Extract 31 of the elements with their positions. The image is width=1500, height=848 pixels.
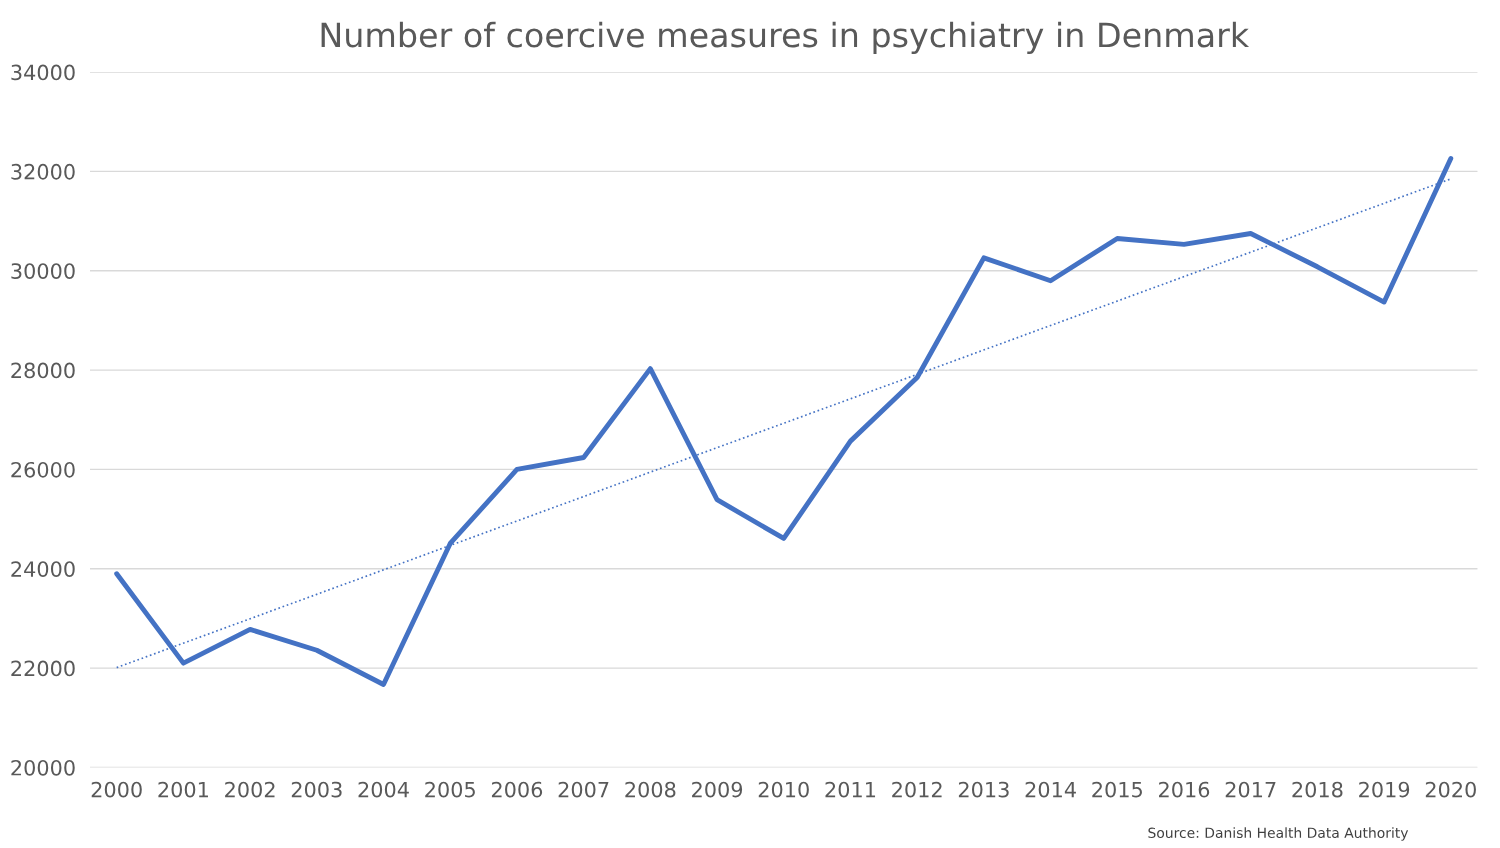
- y-tick-label: 30000: [11, 263, 75, 279]
- y-tick-label: 20000: [11, 759, 75, 776]
- x-tick-label: 2008: [625, 781, 676, 798]
- x-tick-label: 2009: [692, 781, 743, 798]
- x-tick-label: 2005: [425, 781, 475, 798]
- y-tick-label: 26000: [11, 461, 75, 478]
- x-tick-label: 2002: [225, 781, 275, 798]
- x-tick-label: 2001: [158, 781, 208, 798]
- y-tick-label: 22000: [11, 660, 75, 677]
- x-tick-label: 2013: [958, 781, 1009, 798]
- x-tick-label: 2012: [892, 781, 942, 798]
- x-tick-label: 2019: [1359, 781, 1410, 798]
- x-tick-label: 2018: [1292, 781, 1343, 798]
- x-tick-label: 2010: [758, 781, 809, 798]
- x-tick-label: 2015: [1092, 781, 1142, 798]
- x-tick-label: 2016: [1159, 781, 1210, 798]
- x-tick-label: 2011: [825, 781, 876, 798]
- x-tick-label: 2020: [1425, 781, 1476, 798]
- x-tick-label: 2006: [491, 781, 543, 798]
- chart-title: Number of coercive measures in psychiatry in Denmark: [321, 21, 1250, 55]
- y-tick-label: 28000: [11, 362, 75, 379]
- x-tick-label: 2017: [1225, 781, 1276, 798]
- x-tick-label: 2007: [558, 781, 609, 798]
- x-tick-label: 2004: [358, 781, 409, 798]
- x-tick-label: 2000: [91, 781, 142, 798]
- y-tick-label: 32000: [11, 163, 75, 180]
- x-tick-label: 2014: [1025, 781, 1076, 798]
- y-tick-label: 34000: [11, 64, 75, 81]
- source-note: Source: Danish Health Data Authority: [1148, 827, 1409, 841]
- y-tick-label: 24000: [11, 561, 75, 577]
- x-tick-label: 2003: [291, 781, 342, 798]
